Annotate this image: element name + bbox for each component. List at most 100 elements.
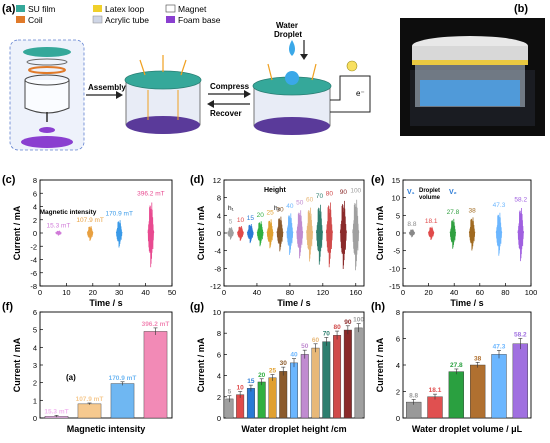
legend-swatch-acrylic-tube xyxy=(92,15,103,24)
bar xyxy=(268,377,277,419)
bar xyxy=(257,381,266,419)
panel-label-a: (a) xyxy=(2,3,16,15)
x-tick-label: 160 xyxy=(350,288,363,297)
bar xyxy=(300,354,309,419)
chart-c: -8 -6 -4 -2 0 2 4 6 8 Current / mA 0 10 20 30 40 50 Time… xyxy=(12,176,176,308)
series-line xyxy=(296,210,304,259)
x-tick-label: 0 xyxy=(222,288,226,297)
bar xyxy=(246,388,255,419)
series-label: 47.3 xyxy=(493,202,506,209)
series-line xyxy=(449,218,457,249)
series-line xyxy=(115,220,123,248)
bar xyxy=(322,341,331,419)
bar-label: 170.9 mT xyxy=(109,375,137,382)
series-line xyxy=(339,200,347,270)
y-tick-label: -4 xyxy=(214,247,221,256)
bar xyxy=(427,396,443,419)
series-label: 5 xyxy=(229,218,233,225)
x-axis-label: Water droplet volume / μL xyxy=(412,424,523,434)
panel-label-e: (e) xyxy=(371,174,385,186)
series-line xyxy=(495,212,503,256)
series-label: 27.8 xyxy=(447,209,460,216)
x-tick-label: 0 xyxy=(401,288,405,297)
bar-label: 38 xyxy=(474,355,482,362)
legend-acrylic-tube: Acrylic tube xyxy=(105,15,149,25)
y-tick-label: 10 xyxy=(392,194,400,203)
legend-swatch-su-film xyxy=(16,5,25,12)
panel-label-f: (f) xyxy=(2,301,13,313)
x-tick-label: 10 xyxy=(62,288,70,297)
series-label: 50 xyxy=(296,199,304,206)
x-tick-label: 100 xyxy=(525,288,538,297)
bar xyxy=(143,331,168,419)
y-tick-label: 5 xyxy=(33,326,37,335)
y-tick-label: 0 xyxy=(396,414,400,423)
inset-h2-d: h₂ xyxy=(274,205,281,212)
assembly-arrow: Assembly xyxy=(86,83,126,99)
y-tick-label: 8 xyxy=(33,176,37,185)
bar-label: 70 xyxy=(323,330,331,337)
y-tick-label: -8 xyxy=(214,264,221,273)
latex-loop-layer xyxy=(26,58,68,66)
series-label: 30 xyxy=(276,206,284,213)
series-label: 8.8 xyxy=(407,221,416,228)
legend-magnet: Magnet xyxy=(178,4,207,14)
bar-label: 80 xyxy=(333,324,341,331)
series-line xyxy=(325,202,333,268)
light-bulb-icon xyxy=(346,60,358,72)
inset-label-f: (a) xyxy=(66,373,76,382)
y-tick-label: 4 xyxy=(396,361,400,370)
legend-swatch-magnet xyxy=(165,4,176,13)
panel-label-d: (d) xyxy=(190,174,204,186)
y-tick-label: 10 xyxy=(213,308,221,317)
x-tick-label: 0 xyxy=(38,288,42,297)
y-tick-label: 3 xyxy=(33,361,37,370)
exploded-view-diagram xyxy=(9,39,85,151)
bar-label: 40 xyxy=(290,352,298,359)
y-tick-label: 2 xyxy=(396,388,400,397)
series-line xyxy=(427,226,435,241)
y-tick-label: 6 xyxy=(33,189,37,198)
bar xyxy=(333,335,342,419)
series-line xyxy=(266,219,274,249)
y-tick-label: -8 xyxy=(30,282,37,291)
series-line xyxy=(227,227,235,240)
compress-recover-arrows: Compress Recover xyxy=(207,82,251,118)
y-tick-label: -6 xyxy=(30,269,37,278)
legend-foam-base: Foam base xyxy=(178,15,221,25)
bar-label: 18.1 xyxy=(429,387,442,394)
series-label: 100 xyxy=(350,187,361,194)
y-tick-label: 6 xyxy=(33,308,37,317)
bar-label: 396.2 mT xyxy=(142,321,170,328)
su-film-layer xyxy=(23,47,71,57)
legend-swatch-foam-base xyxy=(166,16,175,23)
y-axis-label: Current / mA xyxy=(375,205,385,260)
series-label: 170.9 mT xyxy=(105,210,132,217)
bar-label: 25 xyxy=(269,368,277,375)
series-label: 15 xyxy=(247,215,255,222)
series-label: 396.2 mT xyxy=(137,191,164,198)
bar xyxy=(512,343,528,419)
panel-label-c: (c) xyxy=(2,174,16,186)
y-tick-label: 0 xyxy=(217,414,221,423)
y-tick-label: 5 xyxy=(396,211,400,220)
bar xyxy=(279,371,288,419)
x-axis-label: Time / s xyxy=(277,298,310,308)
series-label: 58.2 xyxy=(514,197,527,204)
series-line xyxy=(286,213,294,255)
series-label: 15.3 mT xyxy=(47,222,71,229)
x-tick-label: 50 xyxy=(168,288,176,297)
y-tick-label: 2 xyxy=(33,379,37,388)
coil-layer xyxy=(28,66,66,74)
inset-label-c: Magnetic intensity xyxy=(40,209,97,216)
chart-h: 0 2 4 6 8 Current / mA 8.8 18.1 27.8 38 47.3 58.2 Wa… xyxy=(375,308,532,434)
series-label: 20 xyxy=(257,212,265,219)
series-line xyxy=(55,230,62,236)
bar xyxy=(311,347,320,419)
bar xyxy=(236,394,245,419)
bar-label: 20 xyxy=(258,372,266,379)
series-line xyxy=(408,229,416,238)
y-axis-label: Current / mA xyxy=(196,337,206,392)
x-axis-label: Time / s xyxy=(450,298,483,308)
